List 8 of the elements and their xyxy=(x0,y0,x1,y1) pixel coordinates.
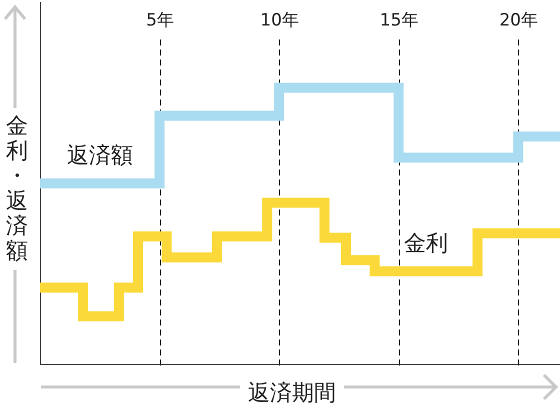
series-label: 返済額 xyxy=(66,143,133,168)
x-axis-title: 返済期間 xyxy=(240,381,344,406)
series-label: 金利 xyxy=(404,231,448,256)
x-tick-label: 5年 xyxy=(146,10,174,30)
x-tick-label: 20年 xyxy=(499,10,538,30)
x-tick-label: 10年 xyxy=(260,10,299,30)
x-tick-label: 15年 xyxy=(380,10,418,30)
y-axis-title: 金利・返済額 xyxy=(6,114,28,264)
